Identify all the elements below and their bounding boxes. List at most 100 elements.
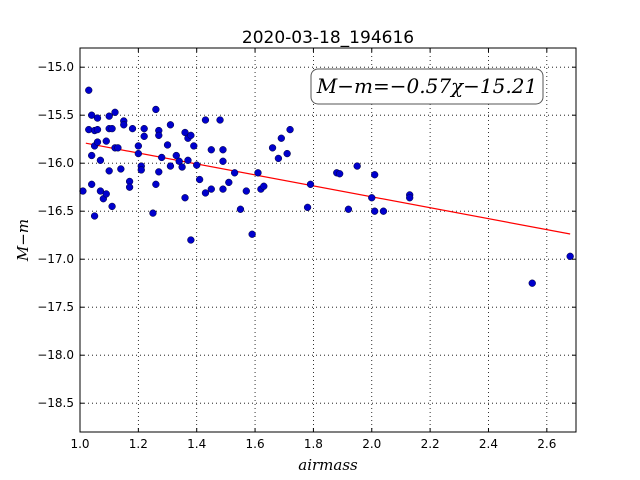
y-tick-label: −17.0: [37, 252, 74, 266]
data-point: [190, 142, 198, 150]
plot-area-background: [80, 48, 576, 432]
data-point: [371, 207, 379, 215]
y-tick-label: −17.5: [37, 300, 74, 314]
fit-line: [85, 142, 571, 235]
data-point: [181, 194, 189, 202]
data-point: [96, 156, 105, 164]
data-points: [79, 86, 574, 287]
data-point: [140, 124, 148, 133]
data-point: [303, 203, 312, 212]
data-point: [379, 207, 388, 215]
y-tick-label: −16.5: [37, 204, 74, 218]
data-point: [105, 167, 113, 175]
y-tick-label: −18.5: [37, 396, 74, 410]
data-point: [566, 252, 574, 260]
data-point: [88, 151, 96, 160]
data-point: [178, 163, 186, 171]
data-point: [248, 230, 256, 238]
data-point: [114, 144, 122, 152]
data-point: [181, 128, 189, 137]
x-tick-label: 2.2: [421, 437, 440, 451]
y-axis-label: M−m: [14, 219, 32, 262]
data-point: [368, 194, 376, 202]
data-point: [88, 180, 96, 188]
data-point: [158, 153, 166, 162]
data-point: [137, 166, 145, 174]
data-point: [371, 171, 379, 179]
data-point: [187, 131, 195, 140]
data-point: [187, 236, 195, 244]
data-point: [219, 157, 227, 165]
data-point: [219, 185, 227, 193]
data-point: [274, 154, 283, 163]
x-tick-label: 1.6: [246, 437, 265, 451]
data-point: [306, 180, 315, 188]
plot-frame: [79, 47, 577, 433]
x-tick-label: 2.4: [479, 437, 498, 451]
data-point: [344, 205, 353, 213]
data-point: [283, 149, 291, 158]
data-point: [193, 161, 201, 169]
data-point: [236, 205, 245, 213]
data-point: [96, 187, 105, 195]
data-point: [134, 142, 143, 150]
x-tick-label: 2.0: [362, 437, 381, 451]
data-point: [111, 108, 119, 116]
data-point: [93, 138, 102, 146]
data-point: [242, 187, 250, 195]
fit-equation-frame: [310, 68, 544, 105]
x-tick-label: 1.4: [187, 437, 206, 451]
data-point: [406, 194, 414, 202]
fit-line-group: [85, 142, 571, 235]
data-point: [225, 178, 233, 187]
data-point: [102, 190, 110, 198]
data-point: [125, 183, 134, 191]
data-point: [149, 209, 157, 217]
data-point: [90, 212, 99, 220]
y-axis-ticks: −15.0 −15.5 −16.0 −16.5 −17.0 −17.5 −18.0 −18.5: [37, 60, 576, 410]
data-point: [353, 162, 361, 170]
data-point: [79, 187, 87, 195]
data-point: [163, 141, 172, 149]
data-point: [166, 121, 175, 129]
data-point: [175, 157, 183, 165]
x-tick-label: 1.2: [129, 437, 148, 451]
x-axis-ticks: 1.0 1.2 1.4 1.6 1.8 2.0 2.2 2.4 2.6: [70, 48, 556, 451]
data-point: [219, 146, 227, 154]
data-point: [268, 144, 277, 152]
data-point: [102, 137, 110, 145]
data-point: [207, 185, 215, 193]
x-tick-label: 1.8: [304, 437, 323, 451]
data-point: [207, 146, 215, 154]
data-point: [260, 182, 268, 190]
y-tick-label: −15.0: [37, 60, 74, 74]
data-point: [254, 169, 262, 177]
data-point: [216, 116, 224, 124]
fit-equation: M−m=−0.57χ−15.21: [316, 74, 537, 98]
data-point: [336, 170, 344, 178]
data-point: [195, 175, 204, 184]
data-point: [172, 151, 180, 160]
data-point: [105, 112, 113, 120]
data-point: [117, 165, 125, 173]
y-tick-label: −18.0: [37, 348, 74, 362]
data-point: [286, 125, 294, 134]
data-point: [134, 149, 143, 158]
data-point: [128, 124, 137, 133]
data-point: [108, 202, 116, 211]
data-point: [93, 114, 102, 122]
data-point: [93, 125, 102, 134]
data-point: [88, 111, 96, 119]
y-tick-label: −16.0: [37, 156, 74, 170]
data-point: [120, 121, 128, 129]
data-point: [166, 162, 175, 170]
data-point: [155, 168, 163, 176]
data-point: [108, 124, 116, 133]
data-point: [277, 134, 285, 142]
x-tick-label: 2.6: [537, 437, 556, 451]
data-point: [155, 131, 163, 140]
data-point: [152, 105, 160, 114]
x-axis-label: airmass: [298, 456, 358, 474]
data-point: [184, 156, 192, 164]
